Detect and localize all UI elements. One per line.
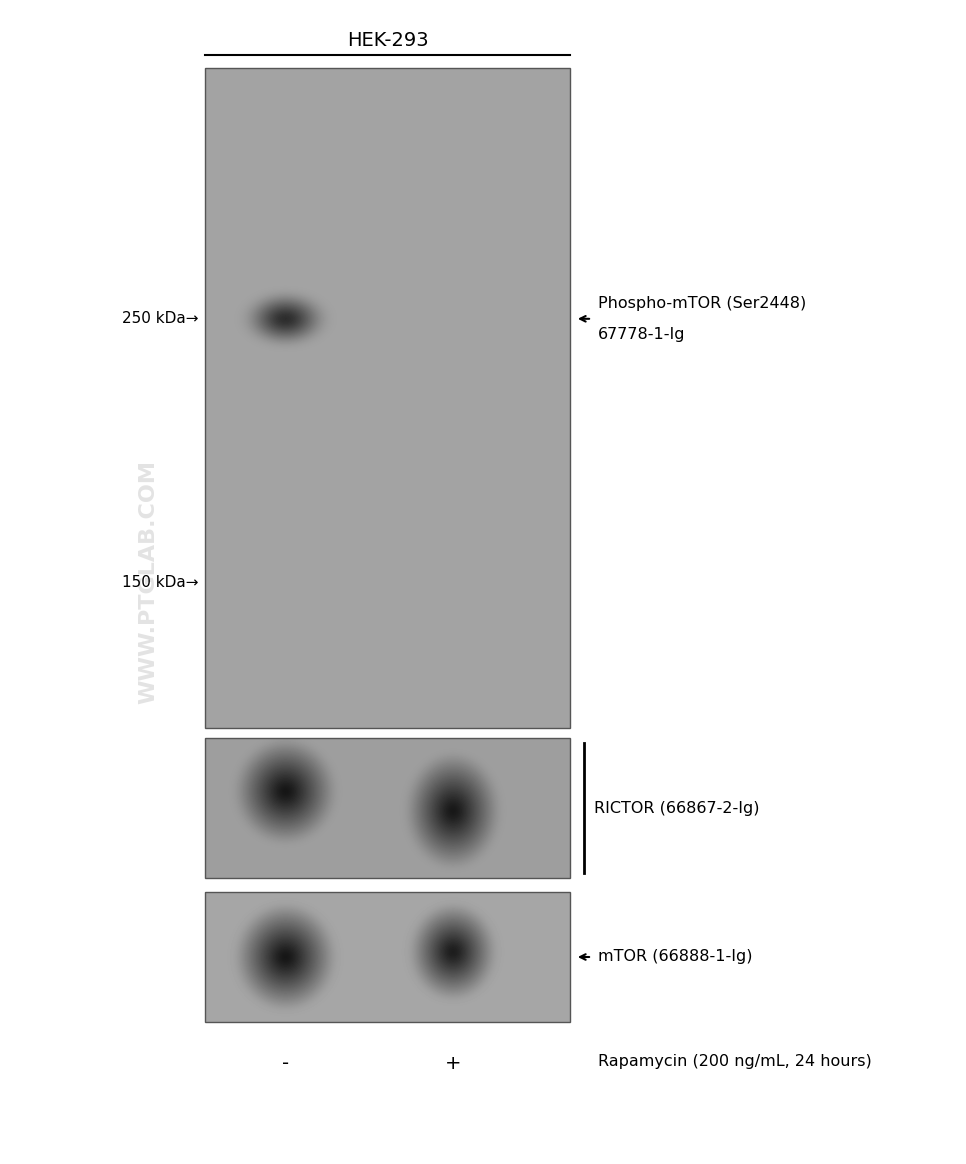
Bar [205, 892, 570, 1022]
Text: 67778-1-Ig: 67778-1-Ig [598, 327, 686, 342]
Text: Phospho-mTOR (Ser2448): Phospho-mTOR (Ser2448) [598, 296, 807, 311]
Text: RICTOR (66867-2-Ig): RICTOR (66867-2-Ig) [594, 801, 759, 816]
Text: HEK-293: HEK-293 [347, 30, 428, 50]
Text: +: + [445, 1053, 462, 1073]
Text: 150 kDa→: 150 kDa→ [123, 575, 199, 590]
Text: WWW.PTGLAB.COM: WWW.PTGLAB.COM [138, 460, 158, 704]
Text: Rapamycin (200 ng/mL, 24 hours): Rapamycin (200 ng/mL, 24 hours) [598, 1053, 871, 1069]
Text: 250 kDa→: 250 kDa→ [123, 311, 199, 326]
Bar [205, 68, 570, 728]
Text: mTOR (66888-1-Ig): mTOR (66888-1-Ig) [598, 950, 753, 965]
Text: -: - [282, 1053, 289, 1073]
Bar [205, 738, 570, 878]
